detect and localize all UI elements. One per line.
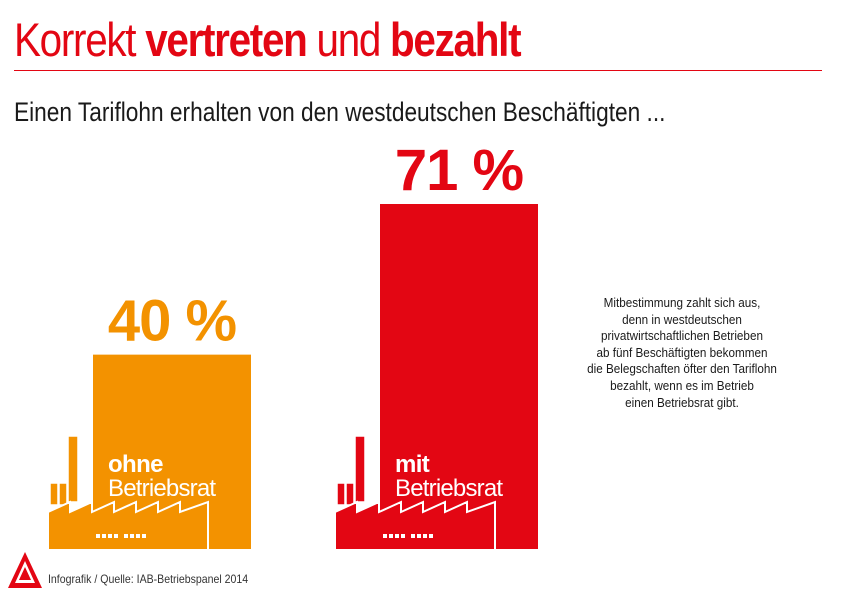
bar-value-label: 71 % [395,138,524,203]
title-part: und [306,13,391,66]
factory-window [136,534,140,538]
factory-building [47,500,209,551]
bar [380,204,538,549]
factory-window [429,534,433,538]
factory-window [389,534,393,538]
factory-chimney [58,482,68,506]
title-divider [14,70,822,71]
factory-window [130,534,134,538]
factory-chimney [345,482,355,506]
note-line: bezahlt, wenn es im Betrieb [610,377,754,393]
title-bold-part: bezahlt [390,13,522,66]
factory-building [334,500,496,551]
factory-window [102,534,106,538]
title-part: Korrekt [14,13,146,66]
note-line: denn in westdeutschen [622,311,742,327]
factory-window [96,534,100,538]
factory-window [411,534,415,538]
page-subtitle: Einen Tariflohn erhalten von den westdeu… [14,97,666,127]
factory-chimney [354,435,366,503]
note-line: die Belegschaften öfter den Tariflohn [587,361,777,377]
factory-chimney [49,482,59,506]
factory-chimney [67,435,79,503]
note-line: einen Betriebsrat gibt. [625,394,739,410]
bar-category-label: Betriebsrat [108,475,216,502]
factory-window [395,534,399,538]
factory-window [383,534,387,538]
factory-icon [334,435,496,551]
factory-icon [47,435,209,551]
bar-category-label: mit [395,451,430,478]
factory-window [142,534,146,538]
bar-category-label: ohne [108,451,163,478]
explanation-note: Mitbestimmung zahlt sich aus, denn in wes… [583,295,781,411]
bar-category-label: Betriebsrat [395,475,503,502]
factory-window [401,534,405,538]
bar-value-label: 40 % [108,289,237,354]
factory-window [124,534,128,538]
note-line: Mitbestimmung zahlt sich aus, [603,295,761,310]
ig-metall-logo-icon [8,552,42,588]
note-line: ab fünf Beschäftigten bekommen [596,344,768,360]
title-bold-part: vertreten [145,13,308,66]
factory-window [114,534,118,538]
factory-chimney [336,482,346,506]
factory-window [423,534,427,538]
factory-window [108,534,112,538]
source-caption: Infografik / Quelle: IAB-Betriebspanel 2… [48,572,249,586]
page-title: Korrekt vertreten und bezahlt [14,12,522,68]
note-line: privatwirtschaftlichen Betrieben [601,328,763,344]
factory-window [417,534,421,538]
